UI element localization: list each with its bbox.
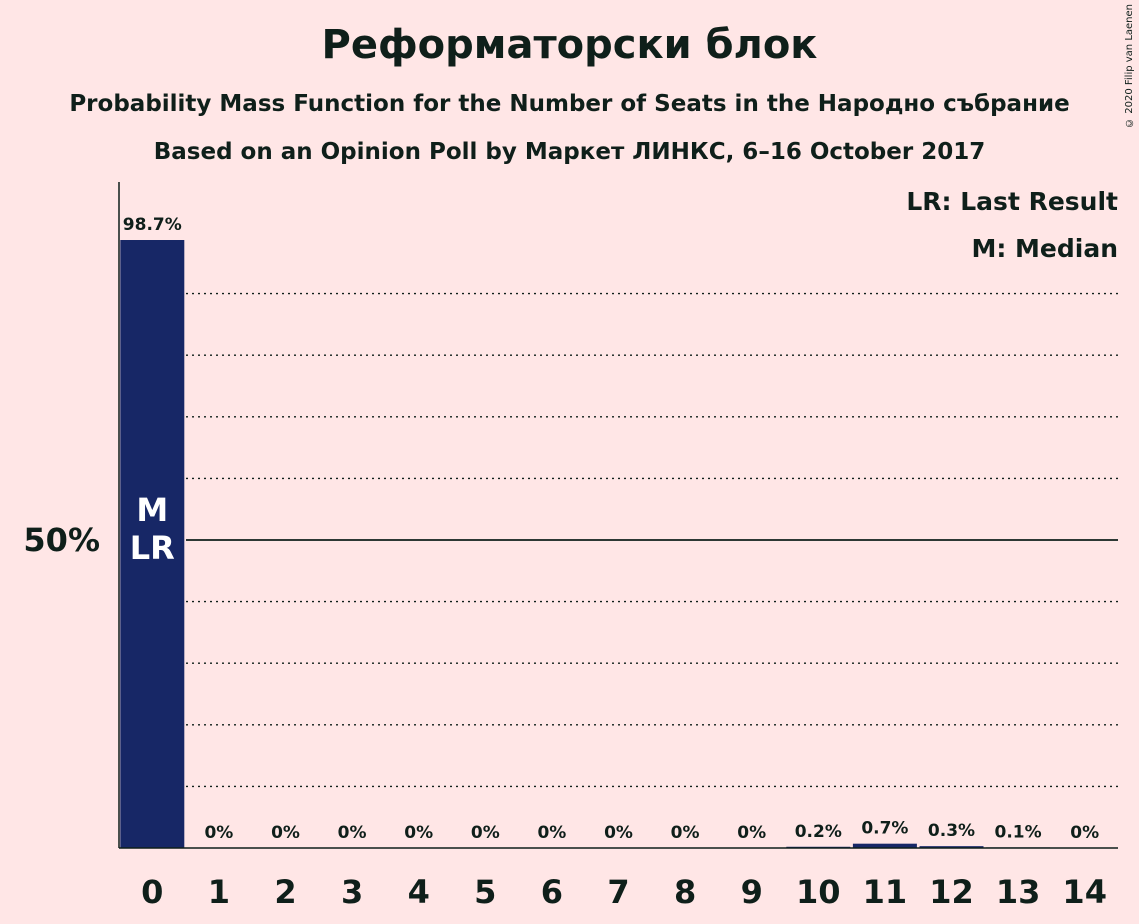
legend-median: M: Median <box>971 234 1118 263</box>
x-tick-label-10: 10 <box>796 873 841 911</box>
bar-value-label-1: 0% <box>204 823 233 843</box>
bar-value-label-11: 0.7% <box>861 819 908 839</box>
bar-value-label-2: 0% <box>271 823 300 843</box>
chart-title: Реформаторски блок <box>321 22 818 68</box>
bar-value-label-12: 0.3% <box>928 821 975 841</box>
bar-12 <box>919 846 984 848</box>
x-tick-label-1: 1 <box>208 873 230 911</box>
x-tick-label-6: 6 <box>541 873 563 911</box>
bar-0 <box>120 240 185 848</box>
x-tick-label-0: 0 <box>141 873 163 911</box>
bar-value-labels: 98.7% 0% 0% 0% 0% 0% 0% 0% 0% 0% 0.2% 0.7% 0.3% 0.1% 0… <box>123 215 1099 843</box>
x-tick-labels: 0 1 2 3 4 5 6 7 8 9 10 11 12 13 14 <box>141 873 1107 911</box>
chart-source-line: Based on an Opinion Poll by Маркет ЛИНКС… <box>153 139 986 165</box>
bar-value-label-0: 98.7% <box>123 215 182 235</box>
x-tick-label-13: 13 <box>996 873 1041 911</box>
x-tick-label-14: 14 <box>1062 873 1107 911</box>
bar-value-label-14: 0% <box>1070 823 1099 843</box>
last-result-marker: LR <box>130 529 175 567</box>
x-tick-label-8: 8 <box>674 873 696 911</box>
bar-value-label-6: 0% <box>537 823 566 843</box>
median-marker: M <box>136 491 168 529</box>
bar-value-label-10: 0.2% <box>795 822 842 842</box>
x-tick-label-4: 4 <box>408 873 430 911</box>
x-tick-label-3: 3 <box>341 873 363 911</box>
x-tick-label-7: 7 <box>607 873 629 911</box>
x-tick-label-12: 12 <box>929 873 974 911</box>
bar-value-label-13: 0.1% <box>995 822 1042 842</box>
bar-value-label-4: 0% <box>404 823 433 843</box>
x-tick-label-2: 2 <box>274 873 296 911</box>
bar-value-label-5: 0% <box>471 823 500 843</box>
x-tick-label-9: 9 <box>741 873 763 911</box>
bar-11 <box>852 843 917 848</box>
x-tick-label-11: 11 <box>863 873 908 911</box>
bars <box>120 240 1051 848</box>
bar-value-label-8: 0% <box>671 823 700 843</box>
gridlines <box>186 292 1118 788</box>
bar-value-label-9: 0% <box>737 823 766 843</box>
y-tick-label-50: 50% <box>23 521 100 559</box>
bar-value-label-3: 0% <box>338 823 367 843</box>
bar-value-label-7: 0% <box>604 823 633 843</box>
chart-subtitle: Probability Mass Function for the Number… <box>69 91 1070 117</box>
x-tick-label-5: 5 <box>474 873 496 911</box>
legend-last-result: LR: Last Result <box>906 187 1118 216</box>
